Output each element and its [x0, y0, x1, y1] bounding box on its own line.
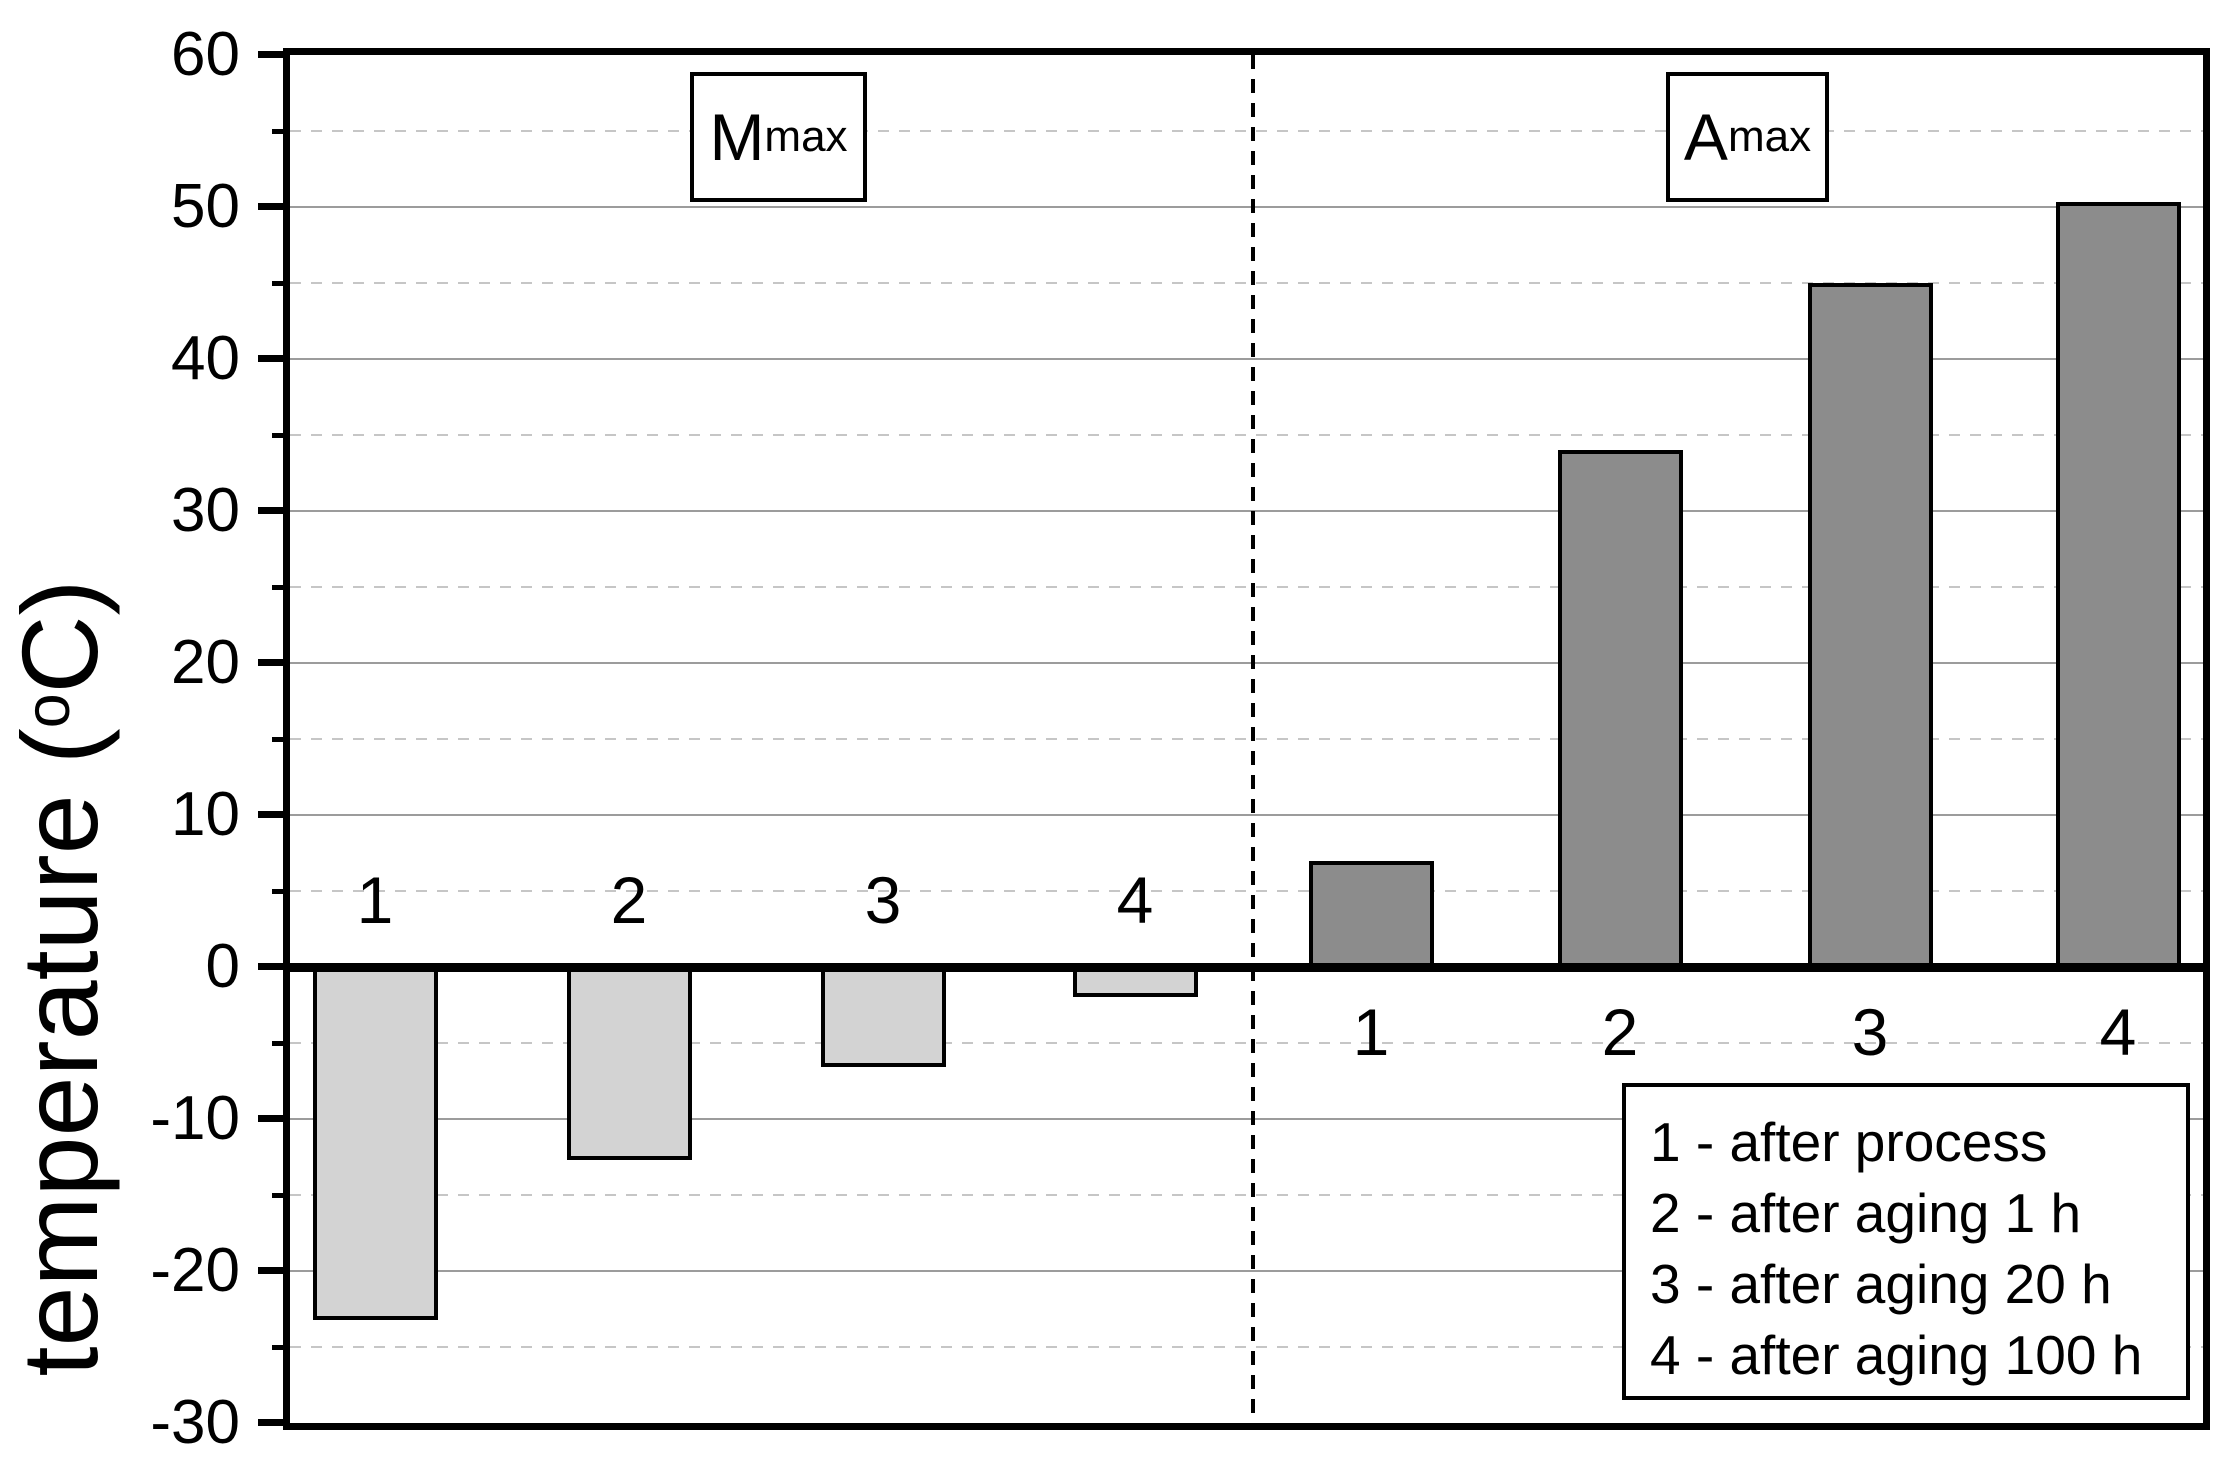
y-tick-label: 40	[171, 324, 240, 393]
y-axis-major-tick	[258, 1267, 287, 1274]
bar-amax-4	[2055, 202, 2181, 971]
mmax-label-main: M	[709, 100, 765, 174]
y-axis-major-tick	[258, 963, 287, 970]
gridline-minor	[290, 738, 2203, 740]
y-axis-minor-tick	[272, 1345, 287, 1350]
y-axis-major-tick	[258, 51, 287, 58]
y-tick-label: 60	[171, 20, 240, 89]
y-axis-major-tick	[258, 507, 287, 514]
y-tick-label: -10	[150, 1084, 240, 1153]
gridline-minor	[290, 1194, 2203, 1196]
legend-item-3: 3 - after aging 20 h	[1650, 1253, 2112, 1315]
legend-item-1: 1 - after process	[1650, 1111, 2048, 1173]
y-axis-minor-tick	[272, 737, 287, 742]
gridline-major	[290, 662, 2203, 664]
bar-number-label: 1	[1352, 995, 1390, 1069]
bar-mmax-3	[820, 963, 946, 1068]
bar-number-label: 2	[610, 863, 648, 937]
gridline-major	[290, 510, 2203, 512]
legend-item-2: 2 - after aging 1 h	[1650, 1182, 2082, 1244]
plot-inner: 1 2 3 4 1 2 3 4	[290, 55, 2203, 1423]
legend-box: 1 - after process 2 - after aging 1 h 3 …	[1622, 1083, 2190, 1400]
bar-number-label: 2	[1601, 995, 1639, 1069]
amax-label-main: A	[1683, 100, 1728, 174]
gridline-major	[290, 814, 2203, 816]
gridline-minor	[290, 434, 2203, 436]
gridline-minor	[290, 1346, 2203, 1348]
y-axis-minor-tick	[272, 281, 287, 286]
gridline-major	[290, 1118, 2203, 1120]
y-axis-minor-tick	[272, 889, 287, 894]
bar-mmax-1	[312, 963, 438, 1320]
y-axis-minor-tick	[272, 585, 287, 590]
gridline-minor	[290, 586, 2203, 588]
y-axis-minor-tick	[272, 1041, 287, 1046]
y-axis-minor-tick	[272, 1193, 287, 1198]
y-axis-major-tick	[258, 203, 287, 210]
y-axis-major-tick	[258, 1419, 287, 1426]
bar-number-label: 3	[1851, 995, 1889, 1069]
y-axis-major-tick	[258, 1115, 287, 1122]
y-tick-label: 30	[171, 476, 240, 545]
gridline-major	[290, 358, 2203, 360]
gridline-minor	[290, 890, 2203, 892]
bar-number-label: 4	[1116, 863, 1154, 937]
bar-number-label: 1	[356, 863, 394, 937]
gridline-major	[290, 206, 2203, 208]
gridline-minor	[290, 1042, 2203, 1044]
y-axis-major-tick	[258, 811, 287, 818]
bar-amax-1	[1308, 860, 1434, 971]
bar-number-label: 4	[2099, 995, 2137, 1069]
y-tick-label: 10	[171, 780, 240, 849]
legend-item-4: 4 - after aging 100 h	[1650, 1324, 2143, 1386]
zero-axis-line	[290, 963, 2203, 972]
y-axis-major-tick	[258, 659, 287, 666]
y-axis-minor-tick	[272, 433, 287, 438]
y-axis-minor-tick	[272, 129, 287, 134]
group-divider-dashed-line	[1251, 55, 1255, 1423]
y-tick-label: 0	[205, 932, 240, 1001]
bar-mmax-2	[566, 963, 692, 1161]
y-tick-label: 50	[171, 172, 240, 241]
bar-amax-3	[1807, 283, 1933, 971]
bar-number-label: 3	[864, 863, 902, 937]
bar-amax-2	[1557, 450, 1683, 971]
gridline-minor	[290, 130, 2203, 132]
gridline-minor	[290, 282, 2203, 284]
gridline-major	[290, 1270, 2203, 1272]
y-axis-major-tick	[258, 355, 287, 362]
y-tick-label: -20	[150, 1236, 240, 1305]
y-tick-label: 20	[171, 628, 240, 697]
y-tick-label: -30	[150, 1388, 240, 1457]
